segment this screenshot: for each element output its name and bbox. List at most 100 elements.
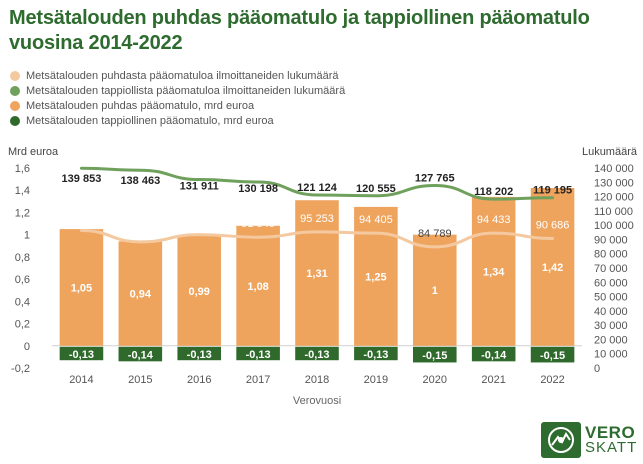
y-tick-label: 1,4 — [15, 185, 30, 197]
label-net-income: 1,34 — [483, 266, 505, 278]
label-loss-income: -0,13 — [246, 349, 271, 361]
y2-tick-label: 80 000 — [594, 249, 628, 261]
y2-tick-label: 40 000 — [594, 306, 628, 318]
vero-skatt-logo: VERO SKATT — [541, 422, 637, 458]
bar-net-income — [177, 235, 222, 346]
label-net-income: 1 — [432, 285, 438, 297]
logo-line1: VERO — [585, 423, 636, 442]
x-tick-label: 2020 — [423, 374, 447, 386]
label-loss-income: -0,13 — [69, 349, 94, 361]
label-count-loss: 120 555 — [356, 183, 396, 195]
y-tick-label: 0,8 — [15, 252, 30, 264]
label-count-net: 90 686 — [536, 219, 570, 231]
x-axis-title: Verovuosi — [293, 395, 341, 407]
legend-swatch-net-income — [10, 100, 20, 111]
y2-tick-label: 70 000 — [594, 263, 628, 275]
legend-swatch-count-net — [10, 70, 20, 81]
label-net-income: 1,08 — [247, 281, 268, 293]
logo-emblem-icon — [541, 422, 581, 458]
label-count-net: 93 345 — [182, 216, 216, 228]
label-count-loss: 121 124 — [297, 182, 338, 194]
bar-net-income — [236, 225, 280, 346]
legend-item-count-loss: Metsätalouden tappiollista pääomatuloa i… — [10, 83, 345, 98]
y2-tick-label: 100 000 — [594, 220, 634, 232]
x-tick-label: 2016 — [187, 374, 211, 386]
label-count-net: 96 250 — [65, 212, 99, 224]
y2-tick-label: 140 000 — [594, 163, 634, 175]
bar-loss-income — [236, 346, 280, 361]
bar-net-income — [59, 229, 104, 346]
label-count-net: 94 405 — [359, 214, 393, 226]
label-net-income: 1,31 — [306, 268, 327, 280]
bar-net-income — [412, 234, 457, 346]
label-loss-income: -0,14 — [128, 350, 154, 362]
y-tick-label: -0,2 — [11, 363, 30, 375]
y-axis-title: Mrd euroa — [8, 146, 59, 158]
bar-loss-income — [354, 346, 398, 361]
label-loss-income: -0,13 — [363, 349, 388, 361]
legend-item-net-income: Metsätalouden puhdas pääomatulo, mrd eur… — [10, 98, 345, 113]
x-tick-label: 2014 — [69, 374, 93, 386]
y2-tick-label: 10 000 — [594, 349, 628, 361]
bar-loss-income — [530, 346, 575, 363]
label-count-loss: 127 765 — [415, 172, 455, 184]
line-count-net-income — [79, 229, 555, 249]
bar-net-income — [118, 241, 163, 346]
x-tick-label: 2015 — [128, 374, 152, 386]
legend-label-net-income: Metsätalouden puhdas pääomatulo, mrd eur… — [26, 99, 255, 112]
label-count-loss: 130 198 — [238, 183, 278, 195]
x-tick-label: 2017 — [246, 374, 270, 386]
y-tick-label: 1 — [24, 230, 30, 242]
y-tick-label: 0 — [24, 341, 30, 353]
y2-tick-label: 120 000 — [594, 192, 634, 204]
logo-text: VERO SKATT — [585, 423, 637, 455]
label-net-income: 1,05 — [71, 282, 92, 294]
label-loss-income: -0,14 — [481, 350, 507, 362]
y2-tick-label: 60 000 — [594, 277, 628, 289]
label-net-income: 0,99 — [189, 286, 210, 298]
line-count-loss-income — [79, 166, 555, 201]
bar-net-income — [295, 200, 339, 346]
legend-item-loss-income: Metsätalouden tappiollinen pääomatulo, m… — [10, 113, 345, 128]
label-net-income: 1,25 — [365, 271, 386, 283]
y-tick-label: 0,4 — [15, 296, 30, 308]
x-tick-label: 2018 — [305, 374, 329, 386]
legend-label-count-loss: Metsätalouden tappiollista pääomatuloa i… — [26, 84, 346, 97]
legend-swatch-loss-income — [10, 115, 20, 126]
label-count-net: 84 789 — [418, 228, 452, 240]
y-tick-label: 0,6 — [15, 274, 30, 286]
bar-loss-income — [59, 346, 104, 361]
y2-tick-label: 110 000 — [594, 206, 633, 218]
bar-net-income — [354, 206, 398, 346]
y2-tick-label: 130 000 — [594, 177, 634, 189]
label-count-loss: 119 195 — [533, 185, 572, 197]
y2-tick-label: 0 — [594, 363, 600, 375]
legend: Metsätalouden puhdasta pääomatuloa ilmoi… — [10, 68, 345, 128]
label-loss-income: -0,15 — [422, 350, 447, 362]
label-count-loss: 118 202 — [474, 186, 513, 198]
y2-tick-label: 90 000 — [594, 234, 628, 246]
label-count-loss: 131 911 — [180, 181, 219, 193]
label-count-net: 95 253 — [300, 213, 334, 225]
legend-label-count-net: Metsätalouden puhdasta pääomatuloa ilmoi… — [26, 69, 339, 82]
x-tick-label: 2019 — [364, 374, 388, 386]
x-tick-label: 2022 — [540, 374, 564, 386]
x-tick-label: 2021 — [481, 374, 505, 386]
legend-label-loss-income: Metsätalouden tappiollinen pääomatulo, m… — [26, 114, 274, 127]
label-count-loss: 138 463 — [120, 175, 160, 187]
bar-net-income — [471, 196, 516, 346]
chart-title: Metsätalouden puhdas pääomatulo ja tappi… — [9, 7, 590, 54]
label-loss-income: -0,15 — [540, 350, 565, 362]
bar-net-income — [530, 188, 575, 346]
bar-loss-income — [412, 346, 457, 363]
y2-tick-label: 20 000 — [594, 334, 628, 346]
y2-tick-label: 30 000 — [594, 320, 628, 332]
label-net-income: 1,42 — [542, 262, 563, 274]
label-count-net: 94 433 — [477, 214, 511, 226]
y-tick-label: 0,2 — [15, 319, 30, 331]
bar-loss-income — [295, 346, 339, 361]
label-count-net: 88 320 — [124, 223, 158, 235]
legend-item-count-net: Metsätalouden puhdasta pääomatuloa ilmoi… — [10, 68, 345, 83]
y-tick-label: 1,2 — [15, 207, 30, 219]
